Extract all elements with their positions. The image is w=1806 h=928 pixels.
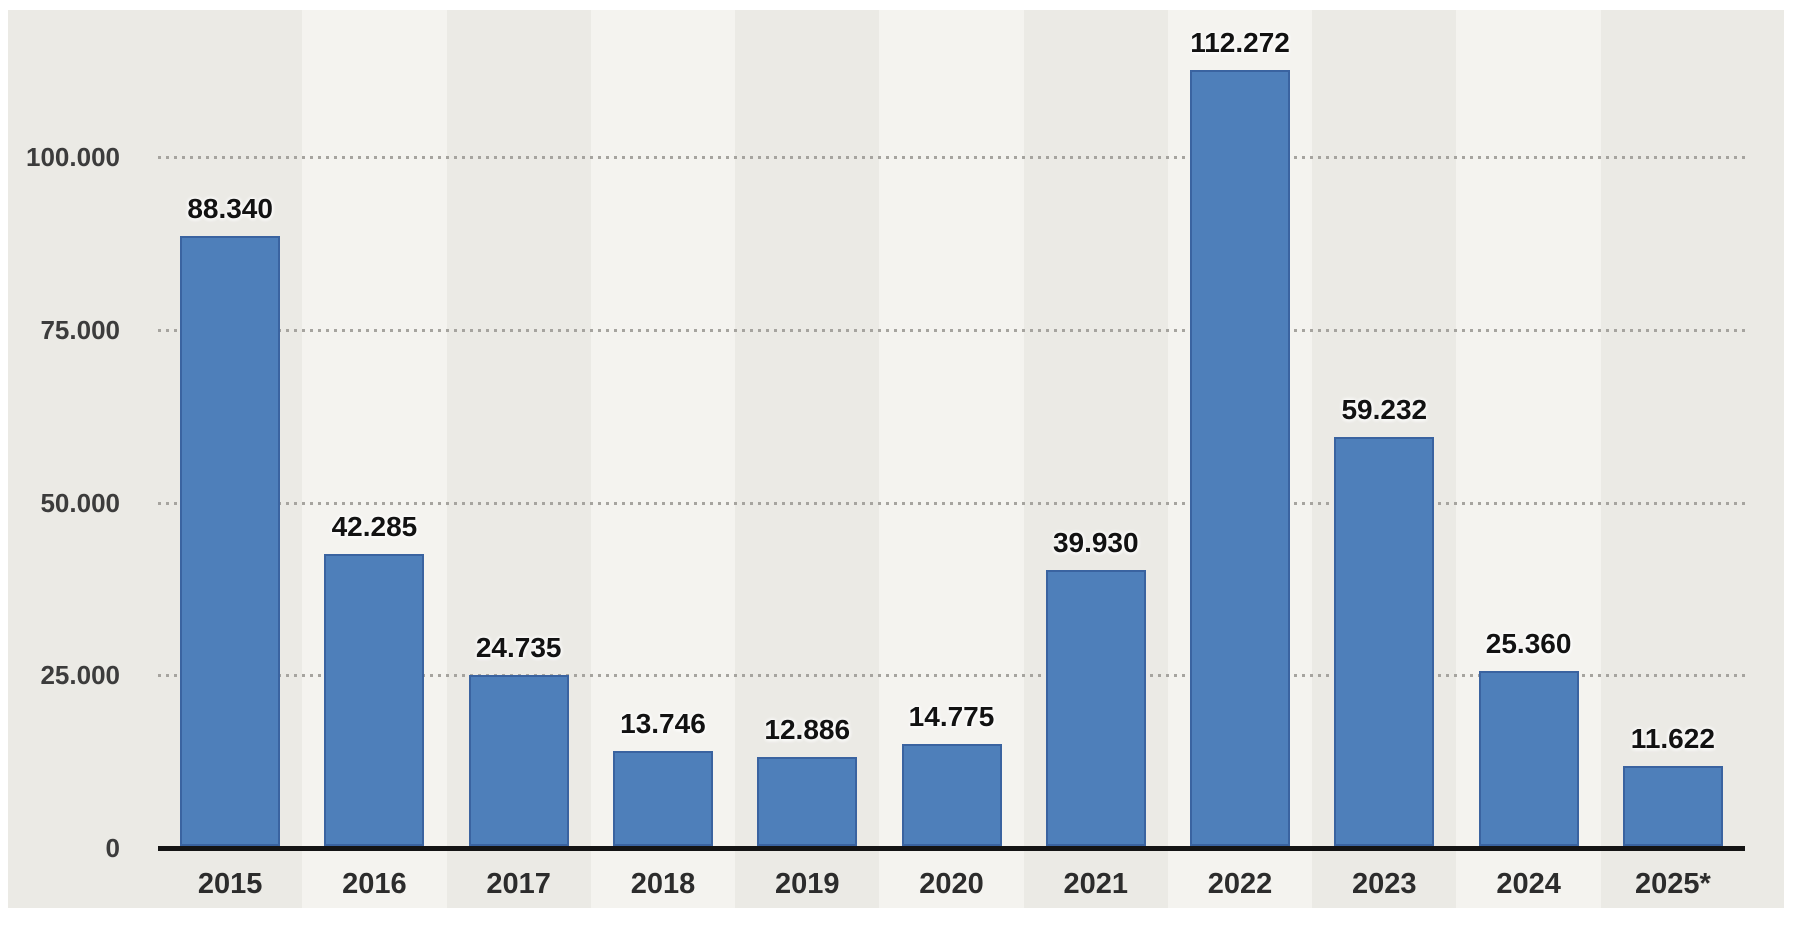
bar-2020[interactable] bbox=[901, 743, 1002, 846]
value-label-2016: 42.285 bbox=[331, 510, 418, 542]
background-stripe-2025* bbox=[1600, 10, 1784, 908]
x-axis-label-2017: 2017 bbox=[486, 868, 551, 900]
bar-2021[interactable] bbox=[1045, 570, 1146, 846]
bar-2024[interactable] bbox=[1478, 670, 1579, 846]
x-axis-label-2023: 2023 bbox=[1352, 868, 1417, 900]
x-axis-label-2022: 2022 bbox=[1207, 868, 1273, 900]
value-label-2019: 12.886 bbox=[764, 713, 851, 745]
x-axis-label-2025*: 2025* bbox=[1634, 868, 1711, 900]
bar-2019[interactable] bbox=[757, 756, 858, 846]
x-axis-label-2024: 2024 bbox=[1496, 868, 1561, 900]
gridline-25.000 bbox=[158, 674, 1745, 678]
bar-2016[interactable] bbox=[324, 553, 425, 846]
y-axis-label-75.000: 75.000 bbox=[40, 314, 120, 345]
x-axis-label-2020: 2020 bbox=[919, 868, 984, 900]
value-label-2023: 59.232 bbox=[1341, 393, 1428, 425]
bar-2025*[interactable] bbox=[1622, 765, 1723, 846]
gridline-100.000 bbox=[158, 156, 1745, 159]
value-label-2022: 112.272 bbox=[1190, 27, 1290, 59]
value-label-2021: 39.930 bbox=[1052, 527, 1139, 559]
gridline-75.000 bbox=[158, 328, 1745, 332]
bar-2017[interactable] bbox=[468, 675, 569, 846]
bar-2022[interactable] bbox=[1190, 70, 1291, 846]
y-axis-label-0: 0 bbox=[105, 833, 120, 863]
bar-2018[interactable] bbox=[612, 751, 713, 846]
x-axis-label-2019: 2019 bbox=[774, 868, 840, 900]
y-axis-label-50.000: 50.000 bbox=[40, 487, 120, 518]
bar-2015[interactable] bbox=[180, 235, 281, 846]
value-label-2024: 25.360 bbox=[1485, 627, 1572, 659]
gridline-50.000 bbox=[158, 501, 1745, 505]
value-label-2025*: 11.622 bbox=[1630, 722, 1715, 754]
value-label-2017: 24.735 bbox=[475, 632, 562, 664]
x-axis-label-2018: 2018 bbox=[630, 868, 696, 900]
x-axis-label-2016: 2016 bbox=[342, 868, 407, 900]
chart-area: 0 25.000 50.000 75.000 100.000 88.340 2015 42.2… bbox=[8, 10, 1784, 908]
x-axis-label-2021: 2021 bbox=[1063, 868, 1129, 900]
value-label-2015: 88.340 bbox=[187, 192, 273, 224]
value-label-2018: 13.746 bbox=[620, 708, 706, 739]
bar-2023[interactable] bbox=[1334, 436, 1435, 846]
y-axis-label-100.000: 100.000 bbox=[26, 142, 120, 172]
y-axis-label-25.000: 25.000 bbox=[40, 660, 120, 691]
value-label-2020: 14.775 bbox=[908, 700, 995, 732]
x-axis-line bbox=[158, 846, 1745, 851]
x-axis-label-2015: 2015 bbox=[197, 868, 263, 900]
